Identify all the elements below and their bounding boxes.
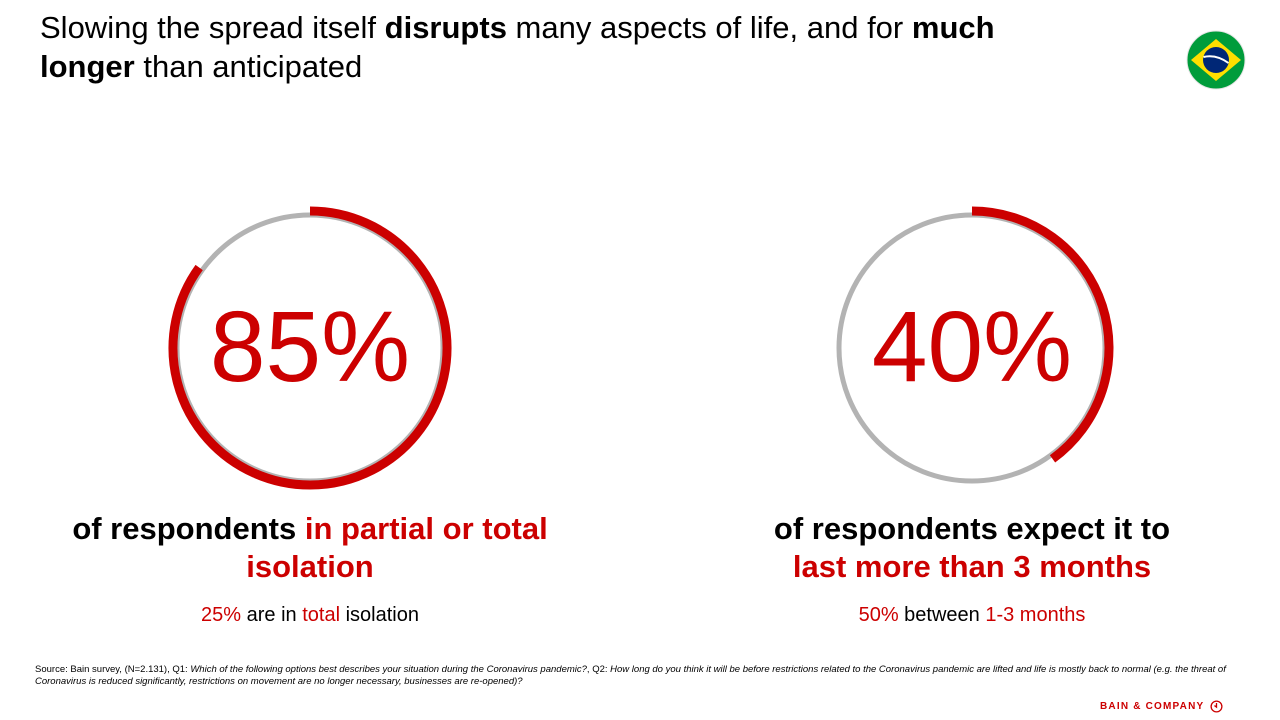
donut-chart-svg-1 bbox=[168, 206, 452, 490]
title-emphasis-disrupts: disrupts bbox=[384, 10, 507, 45]
donut-value-label: 85% bbox=[209, 291, 411, 403]
donut-value-label: 40% bbox=[871, 291, 1073, 403]
source-footnote: Source: Bain survey, (N=2.131), Q1: Whic… bbox=[35, 664, 1226, 687]
caption-highlight: in partial or total isolation bbox=[246, 511, 548, 584]
donut-duration: 40% bbox=[827, 200, 1117, 495]
bain-circle-icon bbox=[1210, 699, 1223, 713]
brazil-flag-icon bbox=[1186, 30, 1246, 90]
caption-highlight: last more than 3 months bbox=[792, 549, 1152, 584]
caption-isolation: of respondents in partial or total isola… bbox=[72, 511, 548, 584]
title-emphasis-much-longer: much longer bbox=[40, 10, 995, 84]
page-title: Slowing the spread itself disrupts many … bbox=[40, 10, 995, 84]
donut-isolation: 85% bbox=[165, 200, 455, 495]
donut-chart-svg-2 bbox=[836, 206, 1114, 484]
subcaption-duration: 50% between 1-3 months bbox=[858, 604, 1086, 626]
bain-company-logo: BAIN & COMPANY bbox=[1100, 699, 1223, 713]
caption-duration: of respondents expect it to last more th… bbox=[773, 511, 1171, 584]
donut-value-arc bbox=[971, 206, 1114, 463]
donut-value-arc bbox=[168, 206, 452, 490]
subcaption-isolation: 25% are in total isolation bbox=[201, 604, 419, 626]
